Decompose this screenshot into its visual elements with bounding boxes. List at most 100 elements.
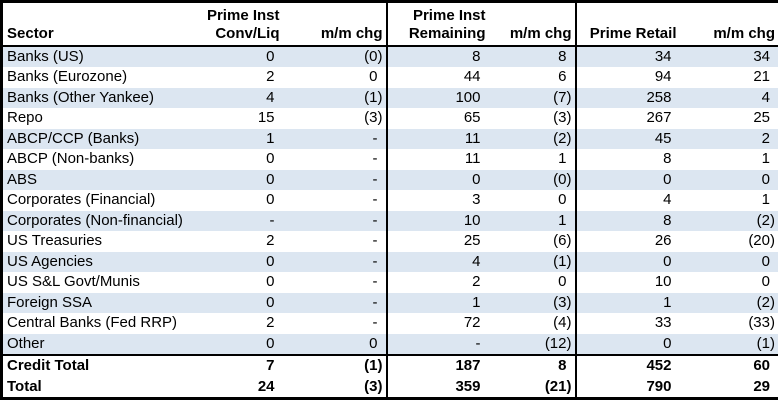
cell-value-text: (12) bbox=[544, 334, 572, 352]
cell-value: (2) bbox=[680, 293, 778, 314]
cell-value-text: 187 bbox=[455, 357, 481, 374]
cell-value: (3) bbox=[488, 108, 577, 129]
cell-value-text: 65 bbox=[463, 109, 481, 126]
cell-value-text: (6) bbox=[553, 232, 572, 249]
cell-value-text: 60 bbox=[753, 357, 770, 374]
sector-label: Repo bbox=[7, 109, 43, 126]
cell-value: 29) bbox=[680, 377, 778, 399]
cell-sector: Banks (Other Yankee) bbox=[2, 88, 207, 109]
cell-value: 790) bbox=[576, 377, 680, 399]
column-header-retail-mm-chg: m/m chg bbox=[680, 2, 778, 46]
cell-sector: Banks (Eurozone) bbox=[2, 67, 207, 88]
cell-value-text: - bbox=[372, 211, 378, 229]
cell-value-text: - bbox=[372, 273, 378, 290]
cell-value-text: 1 bbox=[472, 293, 481, 311]
cell-value-text: 11 bbox=[464, 129, 481, 147]
cell-value: 2) bbox=[207, 313, 283, 334]
cell-sector: Credit Total bbox=[1, 354, 207, 377]
cell-value: (1) bbox=[488, 251, 577, 272]
cell-value-text: 258 bbox=[646, 88, 672, 106]
cell-value: (1) bbox=[680, 334, 778, 356]
column-header-label: m/m chg bbox=[713, 24, 775, 42]
cell-value: 8) bbox=[576, 211, 680, 232]
cell-value: 0) bbox=[207, 149, 283, 170]
cell-sector: Corporates (Financial) bbox=[2, 190, 207, 211]
cell-value: (0) bbox=[282, 45, 388, 67]
cell-value-text: - bbox=[372, 252, 378, 270]
cell-value-text: (33) bbox=[748, 314, 775, 331]
cell-value: 1) bbox=[387, 293, 489, 314]
cell-value-text: (0) bbox=[364, 47, 383, 65]
cell-value: 0) bbox=[207, 293, 283, 314]
cell-value-text: 0 bbox=[558, 273, 567, 290]
cell-value: 1) bbox=[680, 190, 778, 211]
cell-value: -) bbox=[282, 128, 388, 149]
cell-value-text: (3) bbox=[553, 109, 572, 126]
cell-value: (3) bbox=[282, 376, 388, 399]
cell-value: 100) bbox=[387, 88, 489, 109]
table-row: Banks (Other Yankee)4)(1)100)(7)258)4) bbox=[1, 87, 778, 109]
cell-value-text: 0 bbox=[266, 293, 275, 311]
cell-value: 21) bbox=[680, 67, 778, 88]
cell-value-text: 0 bbox=[266, 150, 275, 167]
sector-label: Central Banks (Fed RRP) bbox=[7, 314, 178, 331]
cell-sector: Total bbox=[2, 377, 207, 399]
cell-value: 15) bbox=[207, 108, 283, 129]
cell-value-text: 15 bbox=[257, 109, 275, 126]
cell-value: 94) bbox=[576, 67, 680, 88]
cell-value: 0) bbox=[576, 334, 680, 356]
cell-value-text: 0 bbox=[266, 191, 275, 208]
cell-value-text: 0 bbox=[266, 252, 275, 270]
cell-value-text: (1) bbox=[756, 334, 775, 352]
cell-value-text: (3) bbox=[553, 293, 572, 311]
cell-value: -) bbox=[282, 169, 388, 190]
cell-value: 0) bbox=[207, 252, 283, 273]
cell-value: (0) bbox=[488, 169, 577, 190]
cell-value: 72) bbox=[387, 313, 489, 334]
cell-value: 33) bbox=[576, 313, 680, 334]
table-row: Banks (US)0)(0)8)8)34)34) bbox=[1, 45, 778, 68]
column-header-label: m/m chg bbox=[509, 24, 572, 42]
table-row: Central Banks (Fed RRP) 2)-)72) (4)33) (33) bbox=[2, 313, 778, 334]
cell-sector: Other bbox=[2, 334, 207, 356]
sector-label: Banks (Eurozone) bbox=[7, 68, 128, 85]
cell-value-text: 267 bbox=[646, 109, 672, 126]
cell-value-text: 4 bbox=[472, 252, 481, 270]
table-row: ABCP/CCP (Banks) 1)-)11) (2)45)2) bbox=[1, 128, 778, 149]
column-header-label-line1: Prime Inst bbox=[206, 6, 280, 24]
cell-value-text: 1 bbox=[663, 293, 672, 311]
column-header-label: m/m chg bbox=[320, 24, 383, 42]
cell-sector: ABCP (Non-banks) bbox=[2, 149, 207, 170]
cell-value-text: (2) bbox=[756, 211, 775, 229]
cell-value: 0) bbox=[282, 333, 388, 355]
column-header-prime-inst-remaining: Prime Inst Remaining bbox=[387, 2, 489, 46]
cell-value: (21) bbox=[488, 376, 577, 399]
cell-sector: ABS bbox=[2, 170, 207, 191]
total-row: Total 24) (3)359) (21)790)29) bbox=[2, 376, 778, 399]
cell-value-text: 0 bbox=[663, 252, 672, 270]
cell-value-text: 11 bbox=[464, 150, 481, 167]
cell-sector: US Treasuries bbox=[2, 231, 207, 252]
cell-value: (3) bbox=[282, 108, 388, 129]
cell-value: (1) bbox=[282, 87, 388, 108]
cell-value-text: 1 bbox=[761, 191, 770, 208]
cell-value: 34) bbox=[680, 46, 778, 68]
cell-value: (20) bbox=[680, 231, 778, 252]
cell-value: 8) bbox=[576, 149, 680, 170]
column-header-conv-liq-mm-chg: m/m chg bbox=[282, 1, 388, 46]
column-header-label-line2: Conv/Liq bbox=[215, 24, 280, 42]
cell-value: 0) bbox=[680, 170, 778, 191]
table-row: Corporates (Non-financial)-)-)10)1)8)(2) bbox=[1, 210, 778, 232]
cell-sector: US Agencies bbox=[2, 252, 207, 273]
sector-label: ABCP/CCP (Banks) bbox=[7, 129, 140, 147]
cell-value-text: 72 bbox=[463, 314, 481, 331]
cell-value-text: - bbox=[372, 232, 378, 249]
cell-value-text: 1 bbox=[558, 150, 567, 167]
cell-value: 3) bbox=[387, 190, 489, 211]
cell-value: 1) bbox=[576, 293, 680, 314]
cell-value-text: 0 bbox=[761, 170, 770, 188]
cell-value-text: 0 bbox=[369, 334, 378, 352]
cell-value: 4) bbox=[387, 252, 489, 273]
cell-value-text: 0 bbox=[266, 273, 275, 290]
